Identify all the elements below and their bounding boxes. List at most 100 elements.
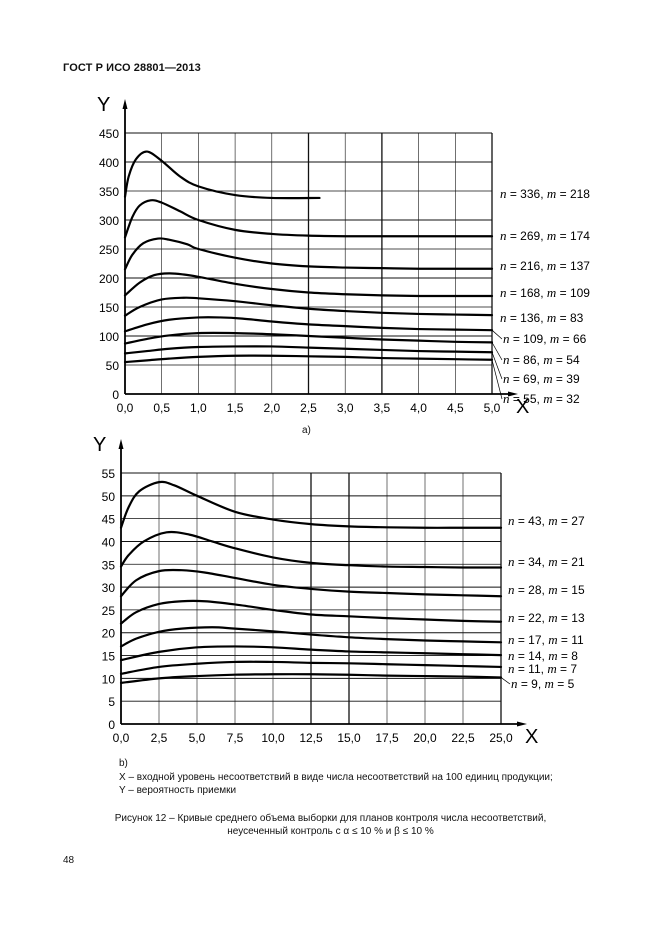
x-tick-label: 20,0: [413, 731, 437, 745]
y-tick-label: 150: [99, 301, 119, 315]
series-label-n28: n = 28, m = 15: [508, 582, 585, 597]
series-curve-n22: [119, 599, 503, 625]
series-label-n69: n = 69, m = 39: [503, 371, 580, 386]
y-tick-label: 35: [102, 558, 116, 572]
series-label-n136: n = 136, m = 83: [500, 310, 584, 325]
series-label-n11: n = 11, m = 7: [508, 661, 577, 676]
series-label-n22: n = 22, m = 13: [508, 610, 585, 625]
series-curve-n336: [123, 150, 321, 200]
series-label-n216: n = 216, m = 137: [500, 258, 590, 273]
y-axis-arrow-icon: [122, 99, 128, 109]
series-curve-n34: [119, 530, 503, 569]
x-axis-description: X – входной уровень несоответствий в вид…: [119, 772, 553, 783]
y-tick-label: 25: [102, 604, 116, 618]
series-label-n269: n = 269, m = 174: [500, 228, 590, 243]
chart-b-sublabel: b): [119, 758, 128, 769]
series-curve-n168: [123, 272, 494, 298]
y-tick-label: 50: [102, 490, 116, 504]
x-axis-arrow-icon: [517, 721, 527, 727]
leader-line: [491, 329, 503, 340]
series-curve-n86: [123, 331, 494, 345]
series-label-n336: n = 336, m = 218: [500, 186, 590, 201]
x-axis-label: X: [516, 396, 529, 418]
y-tick-label: 5: [108, 695, 115, 709]
y-tick-label: 10: [102, 672, 116, 686]
series-curve-n69: [123, 345, 494, 355]
y-axis-arrow-icon: [118, 439, 124, 449]
series-label-n17: n = 17, m = 11: [508, 632, 584, 647]
series-curve-n14: [119, 645, 503, 662]
y-tick-label: 450: [99, 127, 119, 141]
x-tick-label: 22,5: [451, 731, 475, 745]
series-label-n34: n = 34, m = 21: [508, 554, 585, 569]
series-curve-n55: [123, 354, 494, 364]
y-tick-label: 100: [99, 330, 119, 344]
series-label-n14: n = 14, m = 8: [508, 648, 578, 663]
leader-line: [491, 359, 503, 400]
series-curve-n11: [119, 660, 503, 675]
x-tick-label: 1,0: [190, 401, 207, 415]
x-tick-label: 3,5: [374, 401, 391, 415]
x-tick-label: 0,0: [113, 731, 130, 745]
series-curve-n269: [123, 199, 494, 239]
x-tick-label: 4,0: [410, 401, 427, 415]
document-header: ГОСТ Р ИСО 28801—2013: [63, 62, 201, 74]
x-tick-label: 5,0: [484, 401, 501, 415]
x-tick-label: 0,0: [117, 401, 134, 415]
x-tick-label: 4,5: [447, 401, 464, 415]
leader-line: [491, 352, 503, 380]
x-tick-label: 0,5: [153, 401, 170, 415]
figure-caption-line-1: Рисунок 12 – Кривые среднего объема выбо…: [114, 813, 547, 824]
y-tick-label: 40: [102, 535, 116, 549]
series-curve-n109: [123, 316, 494, 333]
y-tick-label: 300: [99, 214, 119, 228]
y-axis-label: Y: [97, 94, 110, 116]
y-axis-label: Y: [93, 434, 106, 456]
x-tick-label: 2,5: [300, 401, 317, 415]
y-tick-label: 400: [99, 156, 119, 170]
gridlines: [125, 132, 493, 394]
x-tick-label: 10,0: [261, 731, 285, 745]
series-curve-n136: [123, 296, 494, 317]
x-axis-arrow-icon: [508, 391, 518, 397]
chart-a: Y X 0,0 0,5 1,0 1,5 2,0 2,5 3,0 3,5 4,0 4,5 5,0 0 50 10…: [97, 94, 590, 418]
page-number: 48: [63, 855, 75, 866]
y-tick-label: 350: [99, 185, 119, 199]
chart-b: Y X 0,0 2,5 5,0 7,5 10,0 12,5 15,0 17,5 20,0 22,5 25…: [93, 434, 585, 748]
x-tick-label: 2,5: [151, 731, 168, 745]
x-tick-label: 15,0: [337, 731, 361, 745]
series-curve-n17: [119, 626, 503, 648]
y-tick-label: 250: [99, 243, 119, 257]
series-label-n43: n = 43, m = 27: [508, 513, 585, 528]
x-tick-label: 2,0: [263, 401, 280, 415]
leader-line: [491, 342, 503, 361]
y-tick-label: 0: [108, 718, 115, 732]
x-axis-label: X: [525, 726, 538, 748]
y-tick-label: 20: [102, 627, 116, 641]
figure-caption: Рисунок 12 – Кривые среднего объема выбо…: [0, 812, 661, 838]
series-curve-n28: [119, 568, 503, 598]
series-curve-n43: [119, 480, 503, 529]
x-tick-label: 17,5: [375, 731, 399, 745]
series-label-n109: n = 109, m = 66: [503, 331, 587, 346]
series-label-n9: n = 9, m = 5: [511, 676, 575, 691]
y-tick-label: 55: [102, 467, 116, 481]
y-tick-label: 50: [106, 359, 120, 373]
series-label-n86: n = 86, m = 54: [503, 352, 580, 367]
y-tick-label: 200: [99, 272, 119, 286]
x-tick-label: 5,0: [189, 731, 206, 745]
figure-caption-line-2: неусеченный контроль с α ≤ 10 % и β ≤ 10…: [227, 826, 434, 837]
y-tick-label: 30: [102, 581, 116, 595]
series-curve-n216: [123, 237, 494, 271]
series-curve-n9: [119, 673, 503, 685]
x-tick-label: 3,0: [337, 401, 354, 415]
y-axis-description: Y – вероятность приемки: [119, 785, 237, 796]
series-label-n55: n = 55, m = 32: [503, 391, 580, 406]
gridlines: [121, 472, 502, 724]
x-tick-label: 7,5: [227, 731, 244, 745]
y-tick-label: 45: [102, 513, 116, 527]
x-tick-label: 1,5: [227, 401, 244, 415]
chart-a-sublabel: a): [302, 425, 311, 436]
leader-line: [500, 677, 511, 685]
